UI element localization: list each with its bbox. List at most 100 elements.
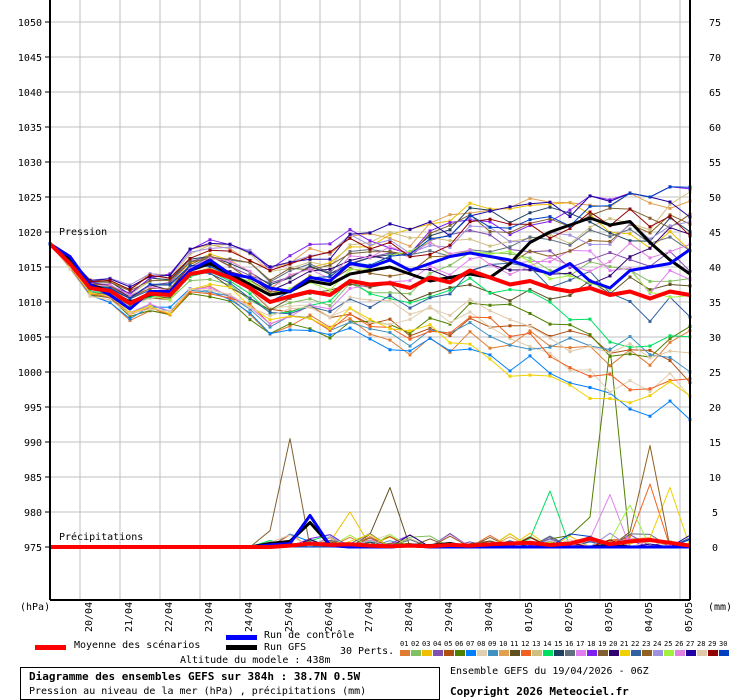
perturbation-color-swatch (576, 650, 586, 656)
perturbation-point (508, 252, 512, 256)
perturbation-id-label: 29 (708, 640, 717, 648)
perturbation-point (648, 387, 652, 391)
perturbation-point (408, 292, 412, 296)
perturbation-point (608, 372, 612, 376)
perturbation-point (488, 250, 492, 254)
perturbation-point (348, 286, 352, 290)
perturbation-point (448, 288, 452, 292)
perturbation-point (588, 242, 592, 246)
perturbation-point (468, 257, 472, 261)
perturbation-point (628, 299, 632, 303)
perturbation-point (288, 307, 292, 311)
left-tick-label: 1015 (18, 263, 42, 274)
pressure-annotation: Pression (59, 227, 107, 238)
perturbation-point (488, 229, 492, 233)
perturbation-point (208, 252, 212, 256)
perturbation-point (608, 354, 612, 358)
perturbation-point (508, 299, 512, 303)
perturbation-point (448, 234, 452, 238)
right-tick-label: 25 (709, 368, 721, 379)
perturbation-point (368, 271, 372, 275)
perturbation-point (68, 267, 72, 271)
perturbation-point (268, 306, 272, 310)
left-tick-label: 1045 (18, 53, 42, 64)
perturbation-point (228, 259, 232, 263)
perturbation-point (288, 322, 292, 326)
perturbation-point (308, 305, 312, 309)
perturbation-point (648, 319, 652, 323)
perturbation-point (508, 226, 512, 230)
perturbation-point (308, 246, 312, 250)
perturbation-point (148, 279, 152, 283)
perturbation-point (108, 301, 112, 305)
perturbation-point (348, 258, 352, 262)
perturbation-point (508, 268, 512, 272)
perturbation-point (368, 247, 372, 251)
perturbation-point (468, 228, 472, 232)
perturbation-point (648, 353, 652, 357)
perturbation-point (608, 235, 612, 239)
perturbation-point (408, 301, 412, 305)
perturbation-point (628, 232, 632, 236)
perturbation-id-label: 26 (675, 640, 684, 648)
perturbation-point (228, 299, 232, 303)
perturbation-point (648, 290, 652, 294)
perturbation-point (288, 314, 292, 318)
perturbation-point (588, 260, 592, 264)
perturbation-point (568, 208, 572, 212)
perturbation-point (148, 272, 152, 276)
perturbation-point (428, 249, 432, 253)
perturbation-point (628, 207, 632, 211)
perturbation-point (448, 322, 452, 326)
perturbation-point (548, 336, 552, 340)
perturbation-point (608, 217, 612, 221)
perturbation-point (628, 379, 632, 383)
perturbation-point (328, 277, 332, 281)
perturbation-point (388, 297, 392, 301)
perturbation-point (528, 202, 532, 206)
perturbation-point (548, 371, 552, 375)
perturbations-count-label: 30 Perts. (340, 646, 395, 657)
perturbation-point (568, 227, 572, 231)
perturbation-point (608, 351, 612, 355)
perturbation-color-swatch (631, 650, 641, 656)
perturbation-point (648, 225, 652, 229)
run-info: Ensemble GEFS du 19/04/2026 - 06Z (450, 666, 649, 677)
right-tick-label: 70 (709, 53, 721, 64)
legend-mean-label: Moyenne des scénarios (74, 640, 201, 651)
left-tick-label: 1025 (18, 193, 42, 204)
perturbation-id-label: 03 (422, 640, 431, 648)
perturbation-point (668, 202, 672, 206)
right-tick-label: 10 (709, 473, 721, 484)
perturbation-point (568, 249, 572, 253)
perturbation-point (448, 331, 452, 335)
perturbation-point (628, 241, 632, 245)
perturbation-point (508, 233, 512, 237)
perturbation-point (408, 317, 412, 321)
perturbation-point (388, 299, 392, 303)
perturbation-point (128, 285, 132, 289)
perturbation-point (208, 266, 212, 270)
perturbation-point (388, 322, 392, 326)
perturbation-point (388, 250, 392, 254)
perturbation-color-swatch (543, 650, 553, 656)
perturbation-point (248, 298, 252, 302)
x-tick-label: 26/04 (324, 602, 335, 632)
perturbation-point (328, 263, 332, 267)
perturbation-point (308, 297, 312, 301)
perturbation-point (328, 336, 332, 340)
right-tick-label: 75 (709, 18, 721, 29)
perturbation-point (528, 373, 532, 377)
perturbation-point (248, 261, 252, 265)
perturbation-point (648, 216, 652, 220)
x-tick-label: 21/04 (124, 602, 135, 632)
perturbation-point (408, 349, 412, 353)
perturbation-point (408, 279, 412, 283)
perturbation-id-label: 07 (466, 640, 475, 648)
perturbation-point (428, 229, 432, 233)
perturbation-point (608, 269, 612, 273)
perturbation-point (488, 225, 492, 229)
perturbation-point (288, 304, 292, 308)
perturbation-point (268, 278, 272, 282)
